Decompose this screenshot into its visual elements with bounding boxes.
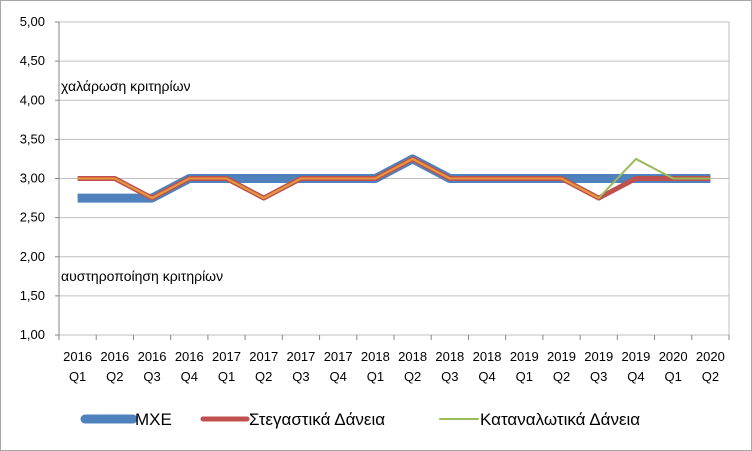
- x-tick-year: 2016: [100, 349, 129, 364]
- x-tick-year: 2019: [621, 349, 650, 364]
- legend-label: Καταναλωτικά Δάνεια: [480, 410, 640, 429]
- series-lines: [77, 154, 711, 203]
- x-tick-quarter: Q1: [69, 369, 86, 384]
- x-tick-year: 2018: [361, 349, 390, 364]
- y-tick-label: 3,50: [20, 131, 45, 146]
- x-tick-quarter: Q1: [516, 369, 533, 384]
- legend-label: Στεγαστικά Δάνεια: [249, 410, 385, 429]
- legend-item-mortgage: Στεγαστικά Δάνεια: [200, 410, 385, 429]
- x-tick-year: 2019: [584, 349, 613, 364]
- legend: ΜΧΕ Στεγαστικά Δάνεια Καταναλωτικά Δάνεια: [80, 410, 640, 429]
- y-tick-label: 1,00: [20, 327, 45, 342]
- overlay-line: [77, 157, 600, 200]
- legend-item-mxe: ΜΧΕ: [80, 410, 172, 429]
- x-tick-quarter: Q4: [627, 369, 644, 384]
- x-tick-quarter: Q2: [553, 369, 570, 384]
- x-tick-quarter: Q3: [441, 369, 458, 384]
- y-tick-label: 4,00: [20, 92, 45, 107]
- x-tick-year: 2020: [696, 349, 725, 364]
- y-tick-label: 2,50: [20, 210, 45, 225]
- x-tick-quarter: Q3: [143, 369, 160, 384]
- y-tick-label: 4,50: [20, 53, 45, 68]
- x-tick-quarter: Q1: [367, 369, 384, 384]
- x-tick-quarter: Q1: [218, 369, 235, 384]
- x-tick-quarter: Q2: [404, 369, 421, 384]
- x-tick-year: 2019: [547, 349, 576, 364]
- x-tick-year: 2017: [212, 349, 241, 364]
- x-tick-quarter: Q2: [255, 369, 272, 384]
- x-tick-year: 2016: [175, 349, 204, 364]
- x-tick-year: 2017: [286, 349, 315, 364]
- x-tick-quarter: Q1: [664, 369, 681, 384]
- x-tick-quarter: Q3: [292, 369, 309, 384]
- x-tick-year: 2018: [435, 349, 464, 364]
- x-tick-year: 2016: [63, 349, 92, 364]
- x-tick-quarter: Q2: [106, 369, 123, 384]
- x-tick-quarter: Q2: [702, 369, 719, 384]
- y-tick-label: 1,50: [20, 288, 45, 303]
- x-tick-year: 2018: [473, 349, 502, 364]
- x-tick-year: 2019: [510, 349, 539, 364]
- x-tick-year: 2018: [398, 349, 427, 364]
- y-tick-label: 5,00: [20, 14, 45, 29]
- x-tick-quarter: Q4: [478, 369, 495, 384]
- annotation-upper: χαλάρωση κριτηρίων: [61, 78, 191, 94]
- x-tick-quarter: Q4: [329, 369, 346, 384]
- y-tick-label: 3,00: [20, 171, 45, 186]
- y-tick-label: 2,00: [20, 249, 45, 264]
- x-tick-year: 2017: [324, 349, 353, 364]
- x-tick-year: 2017: [249, 349, 278, 364]
- legend-item-consumer: Καταναλωτικά Δάνεια: [439, 410, 640, 429]
- x-axis-ticks: 2016 Q1 2016 Q2 2016 Q3 2016 Q4 2017 Q1 2017 Q2 2017…: [58, 335, 730, 384]
- x-tick-quarter: Q3: [590, 369, 607, 384]
- x-tick-year: 2016: [138, 349, 167, 364]
- annotation-lower: αυστηροποίηση κριτηρίων: [61, 268, 223, 284]
- legend-label: ΜΧΕ: [135, 410, 172, 429]
- y-axis-ticks: 1,00 1,50 2,00 2,50 3,00 3,50 4,00 4,50 5,00: [20, 14, 60, 342]
- x-tick-quarter: Q4: [181, 369, 198, 384]
- x-tick-year: 2020: [659, 349, 688, 364]
